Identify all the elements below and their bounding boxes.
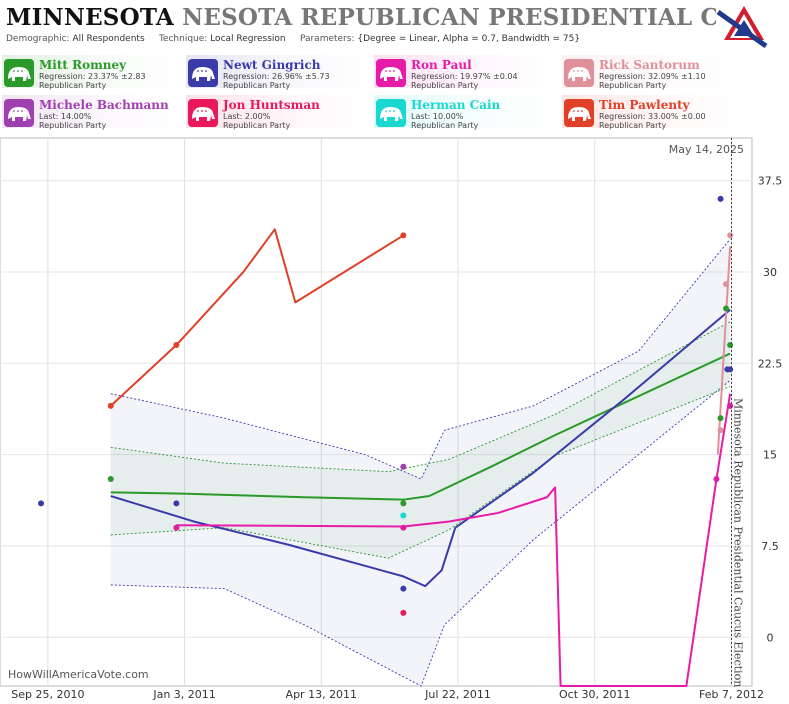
plot-area [0,137,753,687]
legend-item-mitt-romney[interactable]: Mitt Romney Regression: 23.37% ±2.83 Repub… [2,55,188,90]
band-lower-line [110,386,731,559]
data-point-tim-pawlenty [173,342,180,349]
candidate-stat: Last: 2.00% [223,112,271,121]
legend-item-rick-santorum[interactable]: Rick Santorum Regression: 32.09% ±1.10 Rep… [562,55,748,90]
legend-item-tim-pawlenty[interactable]: Tim Pawlenty Regression: 33.00% ±0.00 Repu… [562,95,748,130]
data-point-rick-santorum [727,232,734,239]
x-tick-label: Feb 7, 2012 [699,688,764,701]
data-point-mitt-romney [723,305,730,312]
candidate-party: Republican Party [39,121,107,130]
chart-title: MINNESOTA NESOTA REPUBLICAN PRESIDENTIAL… [6,4,726,34]
candidate-stat: Regression: 23.37% ±2.83 [39,72,146,81]
confidence-band [110,239,731,686]
data-point-rick-santorum [717,427,724,434]
data-point-ron-paul [400,524,407,531]
technique-value: Local Regression [210,34,286,44]
data-point-mitt-romney [717,415,724,422]
elephant-icon [188,99,218,127]
x-tick-label: Jan 3, 2011 [152,688,215,701]
parameters-label: Parameters: [299,34,355,44]
data-point-mitt-romney [400,500,407,507]
x-tick-label: Sep 25, 2010 [11,688,84,701]
band-lower-line [110,379,731,687]
candidate-name: Mitt Romney [39,58,127,72]
trend-line-tim-pawlenty [110,228,404,407]
candidate-name: Jon Huntsman [223,98,320,112]
candidate-stat: Last: 10.00% [411,112,464,121]
data-point-michele-bachmann [400,463,407,470]
x-tick-label: Apr 13, 2011 [286,688,358,701]
title-state: MINNESOTA [6,4,174,31]
elephant-icon [564,99,594,127]
candidate-stat: Regression: 32.09% ±1.10 [599,72,706,81]
data-point-mitt-romney [727,342,734,349]
elephant-icon [564,59,594,87]
data-point-tim-pawlenty [400,232,407,239]
y-tick-label: 37.5 [758,175,783,188]
parameters-value: {Degree = Linear, Alpha = 0.7, Bandwidth… [357,34,581,44]
x-tick-label: Jul 22, 2011 [424,688,491,701]
candidate-name: Tim Pawlenty [599,98,690,112]
technique-label: Technique: [158,34,208,44]
title-event: NESOTA REPUBLICAN PRESIDENTIAL CAUCUS 20… [182,4,726,31]
candidate-name: Newt Gingrich [223,58,321,72]
data-point-newt-gingrich [173,500,180,507]
data-point-mitt-romney [107,475,114,482]
candidate-party: Republican Party [223,81,291,90]
candidate-party: Republican Party [411,81,479,90]
candidate-name: Herman Cain [411,98,501,112]
analysis-parameters: Demographic: All Respondents Technique: … [6,34,580,44]
confidence-band [110,321,731,559]
trend-line-newt-gingrich [110,308,731,588]
band-upper-line [110,321,731,473]
election-marker-label: Minnesota Republican Presidential Caucus… [731,398,744,687]
legend-item-michele-bachmann[interactable]: Michele Bachmann Last: 14.00% Republican P… [2,95,188,130]
candidate-stat: Regression: 33.00% ±0.00 [599,112,706,121]
y-tick-label: 7.5 [761,540,779,553]
elephant-icon [4,59,34,87]
data-point-rick-santorum [723,281,730,288]
candidate-stat: Last: 14.00% [39,112,92,121]
candidate-party: Republican Party [411,121,479,130]
demographic-label: Demographic: [6,34,70,44]
data-point-newt-gingrich [400,585,407,592]
y-tick-label: 0 [767,631,774,644]
data-point-ron-paul [713,475,720,482]
trend-line-ron-paul [176,393,732,687]
data-point-newt-gingrich [727,366,734,373]
today-label: May 14, 2025 [669,143,744,156]
legend-item-ron-paul[interactable]: Ron Paul Regression: 19.97% ±0.04 Republic… [374,55,560,90]
y-tick-label: 22.5 [758,357,783,370]
data-point-newt-gingrich [38,500,45,507]
y-tick-label: 30 [763,266,777,279]
elephant-icon [376,99,406,127]
candidate-name: Rick Santorum [599,58,700,72]
vote-logo-icon [716,2,768,48]
candidate-party: Republican Party [599,121,667,130]
candidate-name: Ron Paul [411,58,472,72]
candidate-stat: Regression: 19.97% ±0.04 [411,72,518,81]
x-tick-label: Oct 30, 2011 [559,688,631,701]
candidate-party: Republican Party [39,81,107,90]
candidate-party: Republican Party [223,121,291,130]
data-point-ron-paul [173,524,180,531]
legend-item-herman-cain[interactable]: Herman Cain Last: 10.00% Republican Party [374,95,560,130]
candidate-name: Michele Bachmann [39,98,169,112]
elephant-icon [376,59,406,87]
site-watermark: HowWillAmericaVote.com [8,668,149,681]
legend-item-newt-gingrich[interactable]: Newt Gingrich Regression: 26.96% ±5.73 Rep… [186,55,372,90]
demographic-value: All Respondents [72,34,145,44]
data-point-jon-huntsman [400,609,407,616]
elephant-icon [188,59,218,87]
band-upper-line [110,238,731,480]
data-point-herman-cain [400,512,407,519]
data-point-newt-gingrich [717,195,724,202]
candidate-stat: Regression: 26.96% ±5.73 [223,72,330,81]
candidate-party: Republican Party [599,81,667,90]
legend-item-jon-huntsman[interactable]: Jon Huntsman Last: 2.00% Republican Party [186,95,372,130]
elephant-icon [4,99,34,127]
data-point-tim-pawlenty [107,402,114,409]
y-tick-label: 15 [763,449,777,462]
poll-chart: Sep 25, 2010 Jan 3, 2011 Apr 13, 2011 Jul 2… [0,137,783,701]
